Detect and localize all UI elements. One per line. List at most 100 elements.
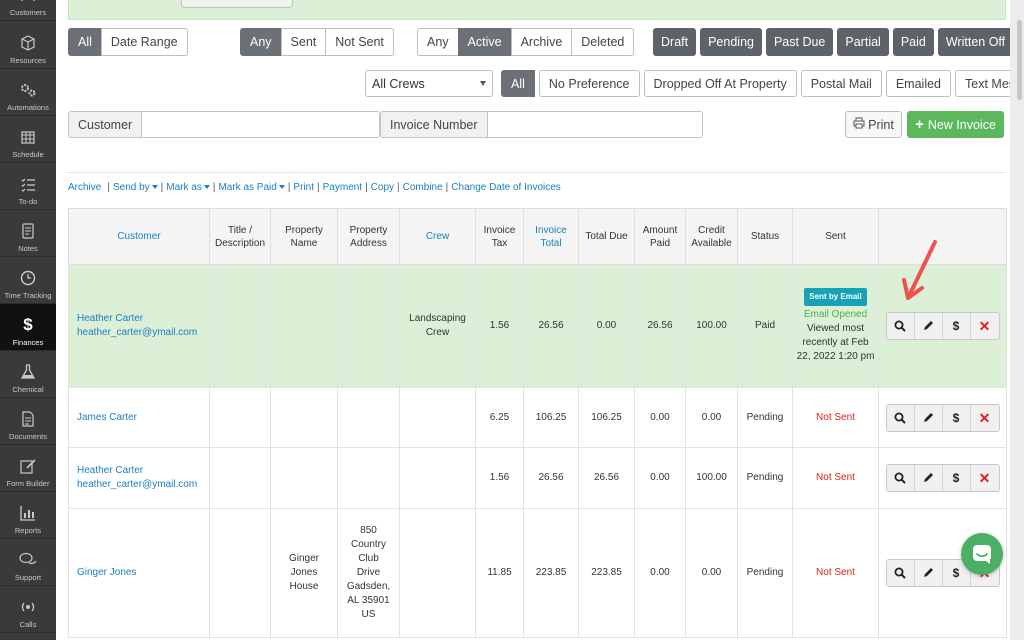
total-cell: 26.56: [523, 447, 579, 509]
customer-name[interactable]: Heather Carter: [77, 465, 144, 476]
annotation-arrow-icon: [902, 240, 937, 300]
filter-status-paid[interactable]: Paid: [892, 28, 934, 56]
action-change-date[interactable]: Change Date of Invoices: [451, 182, 561, 193]
edit-button[interactable]: [914, 465, 943, 491]
filter-state-any[interactable]: Any: [417, 28, 459, 56]
delete-button[interactable]: ✕: [970, 313, 999, 339]
customer-name[interactable]: Ginger Jones: [77, 567, 137, 578]
edit-button[interactable]: [914, 560, 943, 586]
flask-icon: [19, 363, 37, 381]
sidebar-item-time-tracking[interactable]: Time Tracking: [0, 257, 56, 304]
filter-status-pending[interactable]: Pending: [700, 28, 762, 56]
filter-dropped-off[interactable]: Dropped Off At Property: [643, 70, 797, 97]
tax-cell: 6.25: [475, 387, 524, 448]
payment-button[interactable]: $: [942, 404, 971, 431]
scrollbar-thumb[interactable]: [1017, 20, 1022, 100]
view-button[interactable]: [886, 313, 915, 339]
payment-button[interactable]: $: [942, 465, 971, 491]
filter-status-draft[interactable]: Draft: [653, 28, 697, 56]
edit-button[interactable]: [914, 313, 943, 339]
due-cell: 26.56: [578, 447, 635, 509]
crew-select[interactable]: All Crews: [365, 70, 493, 97]
sent-by-email-badge: Sent by Email: [804, 288, 867, 306]
sent-cell: Sent by Email Email Opened Viewed most r…: [792, 264, 879, 388]
customer-email[interactable]: heather_carter@ymail.com: [77, 479, 198, 490]
customer-name[interactable]: James Carter: [77, 411, 138, 423]
customer-search-input[interactable]: [142, 111, 381, 138]
action-archive[interactable]: Archive: [68, 182, 102, 193]
status-cell: Paid: [737, 264, 793, 388]
sidebar-item-notes[interactable]: Notes: [0, 210, 56, 257]
delete-button[interactable]: ✕: [970, 404, 999, 431]
banner-button[interactable]: [181, 0, 293, 8]
separator: |: [212, 182, 216, 193]
sidebar-item-schedule[interactable]: Schedule: [0, 116, 56, 163]
clock-icon: [19, 269, 37, 287]
sidebar-item-chemical[interactable]: Chemical: [0, 351, 56, 398]
chat-widget-button[interactable]: [961, 533, 1003, 575]
view-button[interactable]: [886, 404, 915, 431]
filter-no-preference[interactable]: No Preference: [538, 70, 640, 97]
action-print[interactable]: Print: [293, 182, 314, 193]
filter-status-partial[interactable]: Partial: [837, 28, 889, 56]
sidebar-item-calls[interactable]: Calls: [0, 586, 56, 633]
scrollbar-track[interactable]: [1010, 0, 1024, 640]
separator: |: [107, 182, 110, 193]
customer-cell[interactable]: James Carter: [68, 387, 210, 448]
view-button[interactable]: [886, 560, 915, 586]
total-cell: 223.85: [523, 508, 579, 638]
customer-cell[interactable]: Ginger Jones: [68, 508, 210, 638]
sidebar-item-documents[interactable]: Documents: [0, 398, 56, 445]
customer-cell[interactable]: Heather Carter heather_carter@ymail.com: [68, 447, 210, 509]
col-header-invoice-total[interactable]: Invoice Total: [523, 208, 579, 265]
property-address-cell: [337, 264, 400, 388]
filter-status-past-due[interactable]: Past Due: [765, 28, 834, 56]
action-payment[interactable]: Payment: [322, 182, 363, 193]
filter-emailed[interactable]: Emailed: [885, 70, 952, 97]
action-copy[interactable]: Copy: [370, 182, 395, 193]
separator: |: [365, 182, 368, 193]
sidebar: Customers Resources Automations Schedule…: [0, 0, 56, 640]
filter-date-range[interactable]: Date Range: [100, 28, 188, 56]
action-send-by[interactable]: Send by: [113, 182, 158, 196]
view-button[interactable]: [886, 465, 915, 491]
action-mark-as-paid[interactable]: Mark as Paid: [218, 182, 284, 196]
sidebar-item-reports[interactable]: Reports: [0, 492, 56, 539]
invoice-search-input[interactable]: [487, 111, 703, 138]
filter-date-all[interactable]: All: [68, 28, 102, 56]
action-combine[interactable]: Combine: [402, 182, 443, 193]
sidebar-item-support[interactable]: Support: [0, 539, 56, 586]
sidebar-item-customers[interactable]: Customers: [0, 0, 56, 21]
filter-state-archive[interactable]: Archive: [510, 28, 573, 56]
sidebar-item-automations[interactable]: Automations: [0, 69, 56, 116]
customer-email[interactable]: heather_carter@ymail.com: [77, 327, 198, 338]
sidebar-item-resources[interactable]: Resources: [0, 22, 56, 69]
sidebar-item-finances[interactable]: $ Finances: [0, 304, 56, 351]
status-cell: Pending: [737, 387, 793, 448]
filter-delivery-all[interactable]: All: [501, 70, 535, 97]
filter-state-active[interactable]: Active: [457, 28, 512, 56]
edit-button[interactable]: [914, 404, 943, 431]
filter-state-deleted[interactable]: Deleted: [571, 28, 635, 56]
separator: |: [316, 182, 320, 193]
bulk-actions-bar: Archive | Send by | Mark as | Mark as Pa…: [68, 182, 561, 196]
crew-select-value: All Crews: [372, 76, 425, 91]
action-mark-as[interactable]: Mark as: [166, 182, 210, 196]
filter-not-sent[interactable]: Not Sent: [325, 28, 394, 56]
col-header-crew[interactable]: Crew: [399, 208, 476, 265]
print-button[interactable]: Print: [845, 111, 902, 138]
new-invoice-button[interactable]: + New Invoice: [907, 111, 1004, 138]
payment-button[interactable]: $: [942, 313, 971, 339]
filter-sent[interactable]: Sent: [280, 28, 327, 56]
customer-name[interactable]: Heather Carter: [77, 313, 144, 324]
sent-cell: Not Sent: [792, 508, 879, 638]
filter-sent-any[interactable]: Any: [240, 28, 282, 56]
customer-cell[interactable]: Heather Carter heather_carter@ymail.com: [68, 264, 210, 388]
filter-status-written-off[interactable]: Written Off: [937, 28, 1014, 56]
filter-postal-mail[interactable]: Postal Mail: [800, 70, 882, 97]
sidebar-item-todo[interactable]: To-do: [0, 163, 56, 210]
col-header-customer[interactable]: Customer: [68, 208, 210, 265]
sidebar-item-form-builder[interactable]: Form Builder: [0, 445, 56, 492]
table-header-row: Customer Title / Description Property Na…: [68, 208, 1007, 265]
delete-button[interactable]: ✕: [970, 465, 999, 491]
